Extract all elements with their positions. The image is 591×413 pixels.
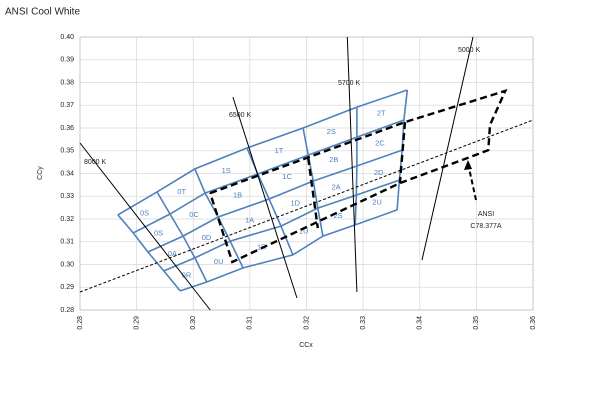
series-line [209, 88, 508, 264]
bin-label: 0R [182, 270, 192, 279]
x-axis-label: CCx [299, 342, 313, 349]
chart-title: ANSI Cool White [5, 7, 80, 18]
x-tick-label: 0.30 [190, 316, 197, 330]
bin-label: 1D [291, 199, 301, 208]
bin-label: 2B [329, 155, 338, 164]
bin-label: 1C [282, 172, 292, 181]
bin-label: 1T [275, 146, 284, 155]
y-tick-label: 0.29 [60, 284, 74, 291]
cct-label: 5000 K [458, 47, 481, 54]
bin-label: 0A [168, 249, 177, 258]
series-line [232, 96, 298, 299]
y-tick-label: 0.39 [60, 57, 74, 64]
x-tick-label: 0.34 [417, 316, 424, 330]
annotation: C78.377A [470, 223, 501, 230]
y-tick-label: 0.32 [60, 216, 74, 223]
x-tick-label: 0.35 [473, 316, 480, 330]
bin-column-line [302, 127, 324, 237]
y-tick-label: 0.31 [60, 239, 74, 246]
cct-label: 5700 K [338, 80, 361, 87]
bin-column-line [117, 214, 181, 292]
bin-label: 1S [222, 166, 231, 175]
x-tick-label: 0.31 [247, 316, 254, 330]
annotation-arrow [468, 167, 477, 201]
y-tick-label: 0.38 [60, 79, 74, 86]
bin-label: 2T [377, 109, 386, 118]
y-tick-label: 0.37 [60, 102, 74, 109]
x-tick-label: 0.28 [77, 316, 84, 330]
plot-frame [79, 36, 534, 311]
y-tick-label: 0.34 [60, 170, 74, 177]
y-tick-label: 0.28 [60, 307, 74, 314]
bin-label: 0C [189, 210, 199, 219]
series-line [79, 119, 534, 293]
bin-column-line [194, 168, 244, 269]
cct-label: 6500 K [229, 112, 252, 119]
y-tick-label: 0.33 [60, 193, 74, 200]
y-axis-label: CCy [37, 166, 44, 180]
bin-label: 1B [233, 191, 242, 200]
y-tick-label: 0.35 [60, 148, 74, 155]
bin-column-line [156, 191, 208, 283]
bin-label: 0S [154, 229, 163, 238]
bin-label: 1A [245, 216, 254, 225]
x-tick-label: 0.33 [360, 316, 367, 330]
cct-label: 8000 K [84, 159, 107, 166]
y-tick-label: 0.40 [60, 34, 74, 41]
y-tick-label: 0.30 [60, 261, 74, 268]
x-tick-label: 0.36 [530, 316, 537, 330]
series-line [421, 36, 474, 261]
bin-label: 0D [202, 233, 212, 242]
bin-label: 2C [375, 138, 385, 147]
x-tick-label: 0.32 [303, 316, 310, 330]
series-line [79, 142, 211, 311]
x-tick-label: 0.29 [133, 316, 140, 330]
series-line [346, 36, 358, 293]
plot-area: 0.28 0.29 0.30 0.31 0.32 0.33 0.34 0.35 0.36 0.37… [60, 34, 536, 330]
bin-label: 2S [333, 211, 342, 220]
bin-label: 2S [327, 127, 336, 136]
bin-label: 2A [331, 183, 340, 192]
series-line [307, 122, 407, 229]
arrow-head [464, 160, 472, 170]
y-tick-label: 0.36 [60, 125, 74, 132]
bin-label: 0S [140, 208, 149, 217]
bin-label: 2U [372, 197, 382, 206]
bin-label: 0T [177, 187, 186, 196]
bin-label: 2D [374, 168, 384, 177]
bin-label: 1U [299, 226, 309, 235]
annotation: ANSI [478, 211, 494, 218]
bin-label: 0U [214, 257, 224, 266]
